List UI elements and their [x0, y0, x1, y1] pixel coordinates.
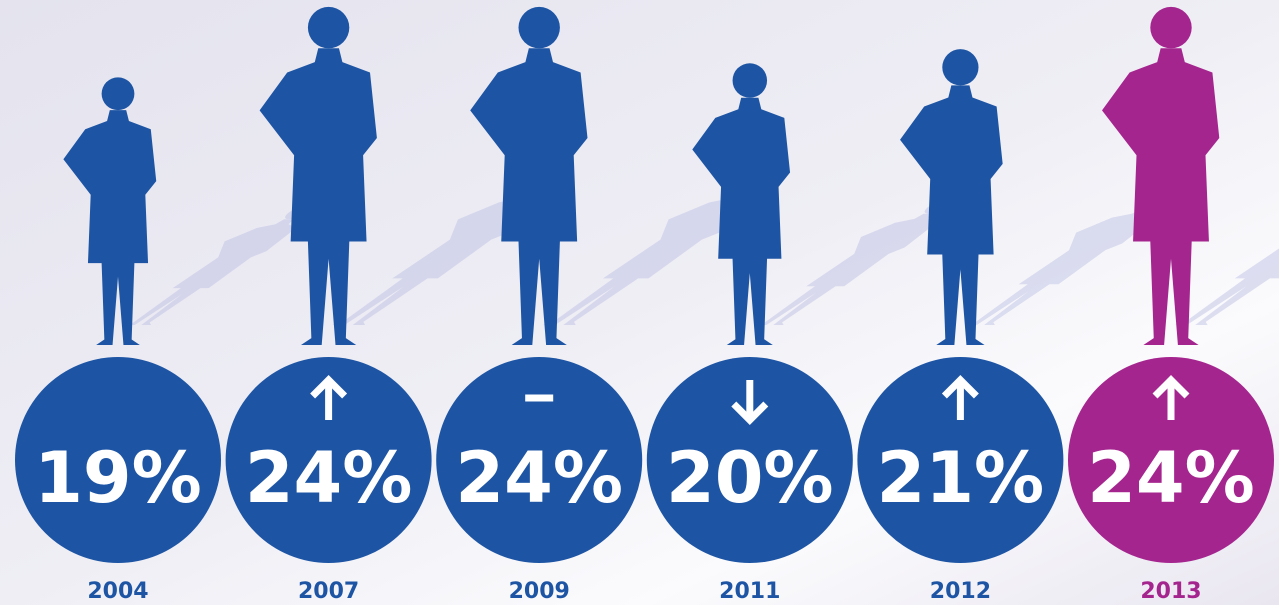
year-label: 2009: [509, 579, 570, 604]
figure-head: [308, 7, 349, 48]
year-label: 2011: [719, 579, 780, 604]
value-label: 24%: [1087, 437, 1255, 519]
year-label: 2004: [87, 579, 148, 604]
figure-head: [102, 77, 135, 110]
value-label: 19%: [34, 437, 202, 519]
figure-head: [733, 63, 768, 97]
year-label: 2012: [930, 579, 991, 604]
year-label: 2007: [298, 579, 359, 604]
value-label: 21%: [877, 437, 1045, 519]
year-label: 2013: [1140, 579, 1201, 604]
value-label: 20%: [666, 437, 834, 519]
value-label: 24%: [455, 437, 623, 519]
page: {"chart_data": {"type": "pictograph", "c…: [0, 0, 1279, 605]
chart: 19% 2004 24% 2007 24% 2009 20% 2011 21% 2012 24% 20…: [0, 0, 1279, 605]
figure-head: [519, 7, 560, 48]
figure-head: [942, 49, 978, 85]
value-label: 24%: [245, 437, 413, 519]
figure-head: [1150, 7, 1191, 48]
